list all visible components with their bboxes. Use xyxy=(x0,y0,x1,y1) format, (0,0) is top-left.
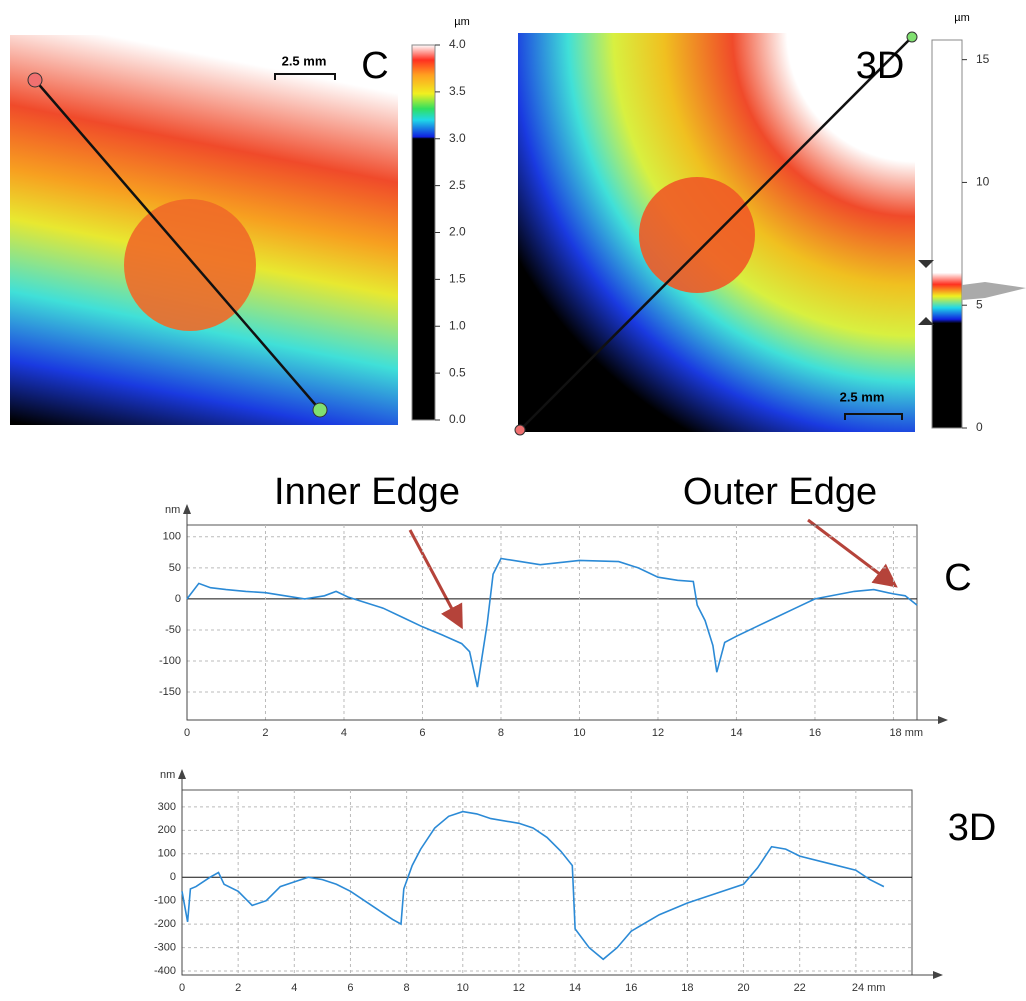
y-axis-unit: nm xyxy=(160,769,175,781)
side-label: C xyxy=(944,557,971,599)
arrow xyxy=(408,529,463,630)
colorbar-tick-label: 0 xyxy=(976,420,983,434)
y-tick-label: 50 xyxy=(169,562,181,574)
y-tick-label: -100 xyxy=(159,655,181,667)
y-tick-label: 100 xyxy=(158,848,176,860)
profile-line xyxy=(181,810,885,961)
colorbar-tick-label: 10 xyxy=(976,175,990,189)
colorbar-tick-label: 1.5 xyxy=(449,272,466,286)
arrow xyxy=(807,518,898,588)
x-tick-label: 2 xyxy=(262,727,268,739)
x-tick-label: 12 xyxy=(652,727,664,739)
y-tick-label: -400 xyxy=(154,965,176,977)
colorbar-tick-label: 3.0 xyxy=(449,131,466,145)
map-3d xyxy=(514,31,918,436)
plot-frame xyxy=(186,524,918,721)
y-tick-label: 200 xyxy=(158,824,176,836)
side-label: 3D xyxy=(948,807,997,849)
x-tick-label: 4 xyxy=(341,727,347,739)
y-tick-label: 100 xyxy=(163,531,181,543)
colorbar-unit: µm xyxy=(954,12,970,24)
colorbar-tick-label: 2.0 xyxy=(449,225,466,239)
image-label: 3D xyxy=(856,45,905,87)
y-axis-unit: nm xyxy=(165,504,180,516)
y-tick-label: -50 xyxy=(165,624,181,636)
colorbar-tick-label: 15 xyxy=(976,52,990,66)
colorbar xyxy=(411,44,436,421)
scale-bar-label: 2.5 mm xyxy=(840,389,885,404)
y-tick-label: -100 xyxy=(154,895,176,907)
x-tick-label: 0 xyxy=(184,727,190,739)
y-tick-label: 0 xyxy=(175,593,181,605)
x-tick-label: 12 xyxy=(513,982,525,994)
x-tick-label: 14 xyxy=(730,727,742,739)
colorbar-tick-label: 0.5 xyxy=(449,365,466,379)
y-tick-label: 300 xyxy=(158,801,176,813)
x-tick-label: 22 xyxy=(794,982,806,994)
y-tick-label: -200 xyxy=(154,918,176,930)
x-tick-label: 6 xyxy=(347,982,353,994)
x-tick-label: 18 xyxy=(681,982,693,994)
map-c xyxy=(10,35,398,425)
x-tick-label: 18 mm xyxy=(889,727,923,739)
x-tick-label: 4 xyxy=(291,982,297,994)
y-tick-label: -300 xyxy=(154,941,176,953)
x-tick-label: 14 xyxy=(569,982,581,994)
profile-line xyxy=(186,557,918,688)
colorbar-tick-label: 5 xyxy=(976,297,983,311)
x-tick-label: 10 xyxy=(457,982,469,994)
x-tick-label: 24 mm xyxy=(852,982,886,994)
y-tick-label: 0 xyxy=(170,871,176,883)
colorbar-tick-label: 3.5 xyxy=(449,84,466,98)
x-tick-label: 16 xyxy=(809,727,821,739)
x-tick-label: 6 xyxy=(419,727,425,739)
colorbar-tick-label: 1.0 xyxy=(449,318,466,332)
histogram xyxy=(962,282,1026,300)
colorbar-tick-label: 4.0 xyxy=(449,37,466,51)
colorbar-tick-label: 0.0 xyxy=(449,412,466,426)
annotation: Outer Edge xyxy=(683,471,877,513)
x-tick-label: 10 xyxy=(573,727,585,739)
y-tick-label: -150 xyxy=(159,686,181,698)
x-tick-label: 0 xyxy=(179,982,185,994)
annotation: Inner Edge xyxy=(274,471,460,513)
x-tick-label: 2 xyxy=(235,982,241,994)
colorbar-unit: µm xyxy=(454,16,470,28)
image-label: C xyxy=(361,45,388,87)
scale-bar-label: 2.5 mm xyxy=(282,53,327,68)
colorbar-tick-label: 2.5 xyxy=(449,178,466,192)
x-tick-label: 16 xyxy=(625,982,637,994)
x-tick-label: 8 xyxy=(498,727,504,739)
colorbar xyxy=(931,39,963,429)
x-tick-label: 20 xyxy=(737,982,749,994)
x-tick-label: 8 xyxy=(404,982,410,994)
